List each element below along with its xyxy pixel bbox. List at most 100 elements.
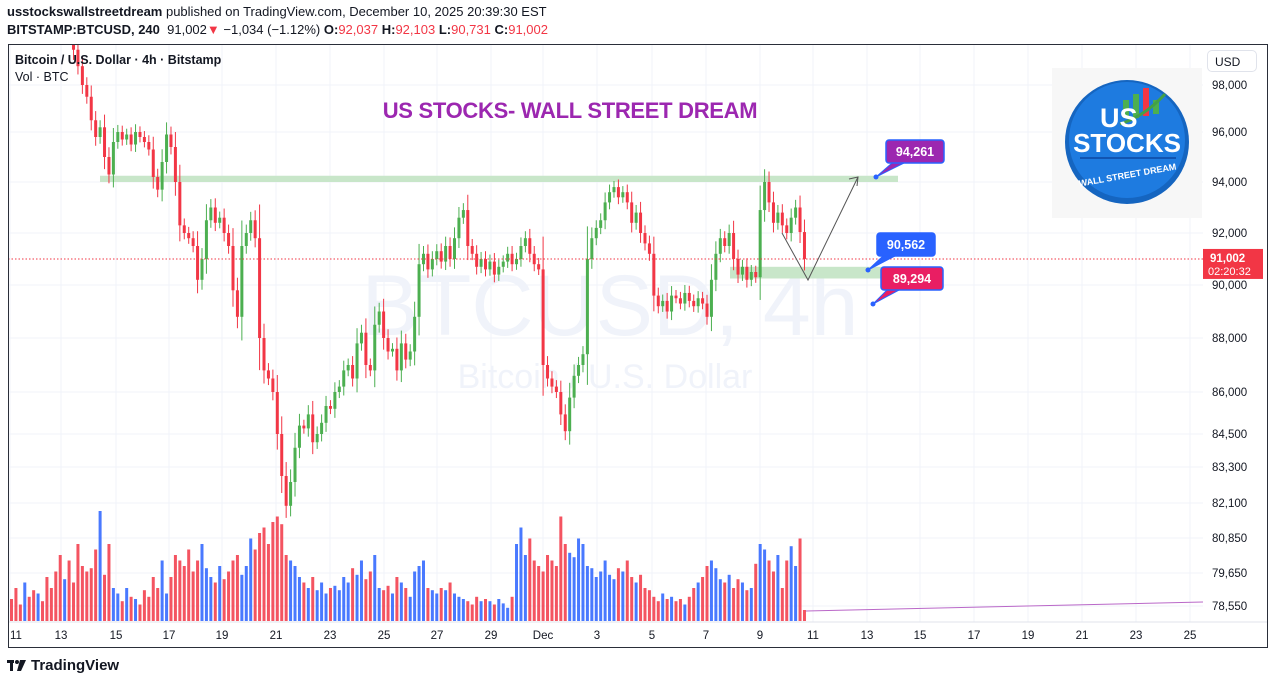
time-tick: 17	[968, 630, 981, 642]
candle-body	[382, 311, 386, 338]
publish-date: published on TradingView.com, December 1…	[162, 4, 547, 19]
volume-bar	[634, 582, 638, 621]
projection-arrow[interactable]	[781, 176, 859, 282]
candle-body	[346, 365, 350, 371]
candle-body	[377, 311, 381, 325]
candle-body	[151, 149, 155, 177]
volume-bar	[678, 599, 682, 621]
author-name[interactable]: usstockswallstreetdream	[7, 4, 163, 19]
candle-body	[789, 217, 793, 233]
volume-bar	[390, 593, 394, 621]
volume-bar	[625, 560, 629, 621]
volume-bar	[311, 577, 315, 621]
candle-body	[430, 259, 434, 270]
volume-bar	[18, 604, 22, 621]
time-tick: 29	[485, 630, 498, 642]
candle-body	[758, 210, 762, 278]
candle-body	[262, 338, 266, 371]
volume-bar	[165, 593, 169, 621]
volume-bar	[160, 560, 164, 621]
callout-anchor[interactable]	[870, 301, 876, 307]
candle-body	[727, 233, 731, 246]
price-tick: 96,000	[1212, 127, 1247, 139]
candle-body	[421, 253, 425, 265]
candle-body	[351, 365, 355, 379]
callout-box[interactable]	[880, 266, 944, 291]
volume-bar	[27, 596, 31, 621]
volume-bar	[178, 560, 182, 621]
last-price: 91,002	[167, 22, 207, 37]
volume-bar	[727, 574, 731, 621]
candle-body	[550, 378, 554, 387]
candle-body	[240, 246, 244, 317]
candle-body	[364, 332, 368, 365]
candle-body	[89, 96, 93, 121]
callout-anchor[interactable]	[865, 267, 871, 273]
volume-bar	[519, 527, 523, 621]
volume-bar	[173, 555, 177, 621]
tradingview-logo[interactable]: TradingView	[7, 657, 119, 674]
volume-bar	[253, 549, 257, 621]
candle-body	[616, 187, 620, 198]
callout-box[interactable]	[885, 139, 945, 164]
volume-bar	[377, 588, 381, 621]
volume-bar	[328, 588, 332, 621]
volume-bar	[138, 604, 142, 621]
candle-body	[107, 157, 111, 175]
volume-bar	[72, 582, 76, 621]
candle-body	[656, 295, 660, 307]
volume-bar	[603, 560, 607, 621]
callout-box[interactable]	[876, 232, 936, 257]
price-zone[interactable]	[730, 266, 898, 279]
volume-bar	[612, 579, 616, 621]
time-tick: 7	[703, 630, 709, 642]
candle-body	[178, 182, 182, 226]
price-zone[interactable]	[100, 175, 898, 182]
candle-body	[218, 217, 222, 223]
close-value: 91,002	[508, 22, 548, 37]
candle-body	[142, 137, 146, 142]
volume-bar	[652, 596, 656, 621]
candle-body	[120, 132, 124, 140]
logo: US STOCKS WALL STREET DREAM	[1052, 68, 1202, 218]
callout-price: 89,294	[893, 272, 931, 286]
callout-price: 90,562	[887, 238, 925, 252]
volume-bar	[67, 560, 71, 621]
volume-legend[interactable]: Vol · BTC	[15, 70, 69, 84]
candle-body	[204, 220, 208, 259]
price-tick: 98,000	[1212, 80, 1247, 92]
open-label: O:	[323, 22, 339, 37]
candle-body	[568, 397, 572, 432]
volume-bar	[577, 538, 581, 621]
candle-body	[692, 300, 696, 307]
candle-body	[359, 332, 363, 344]
volume-bar	[687, 596, 691, 621]
candle-body	[213, 207, 217, 223]
series-legend[interactable]: Bitcoin / U.S. Dollar · 4h · Bitstamp	[15, 53, 222, 67]
callout-anchor[interactable]	[873, 174, 879, 180]
candle-body	[643, 233, 647, 244]
time-tick: 15	[914, 630, 927, 642]
currency-button[interactable]: USD	[1207, 50, 1257, 72]
volume-bar	[54, 571, 58, 621]
volume-bar	[125, 588, 129, 621]
volume-bar	[670, 596, 674, 621]
candle-body	[80, 66, 84, 85]
volume-bar	[435, 593, 439, 621]
price-tick: 78,550	[1212, 601, 1247, 613]
volume-bar	[32, 590, 36, 621]
volume-bar	[302, 582, 306, 621]
candle-body	[541, 269, 545, 365]
volume-bar	[785, 560, 789, 621]
current-price: 91,002	[1210, 253, 1245, 265]
symbol-info: BITSTAMP:BTCUSD, 240 91,002▼ −1,034 (−1.…	[7, 22, 548, 37]
volume-bar	[49, 588, 53, 621]
volume-bar	[594, 577, 598, 621]
candle-body	[235, 290, 239, 317]
candle-body	[68, 3, 71, 27]
candle-body	[603, 202, 607, 221]
price-change: −1,034 (−1.12%)	[223, 22, 321, 37]
candle-body	[293, 447, 297, 482]
volume-bar	[284, 555, 288, 621]
